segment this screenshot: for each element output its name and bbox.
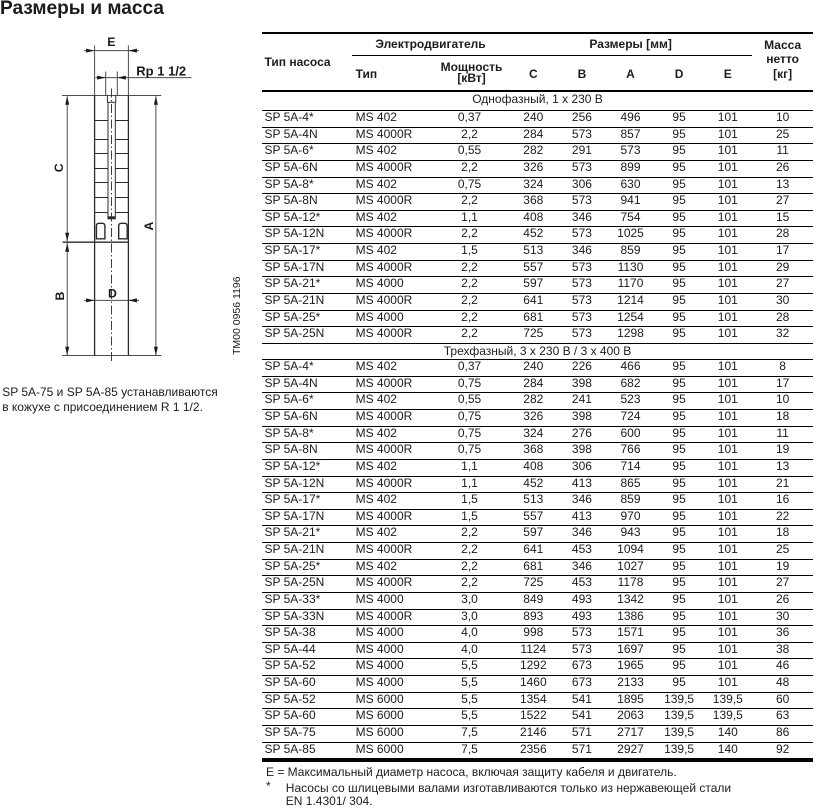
svg-text:Rp 1 1/2: Rp 1 1/2 [136, 63, 186, 78]
svg-text:A: A [142, 221, 156, 230]
svg-text:E: E [107, 35, 115, 49]
svg-text:C: C [52, 163, 66, 172]
svg-text:D: D [108, 287, 117, 301]
svg-text:B: B [53, 291, 67, 300]
